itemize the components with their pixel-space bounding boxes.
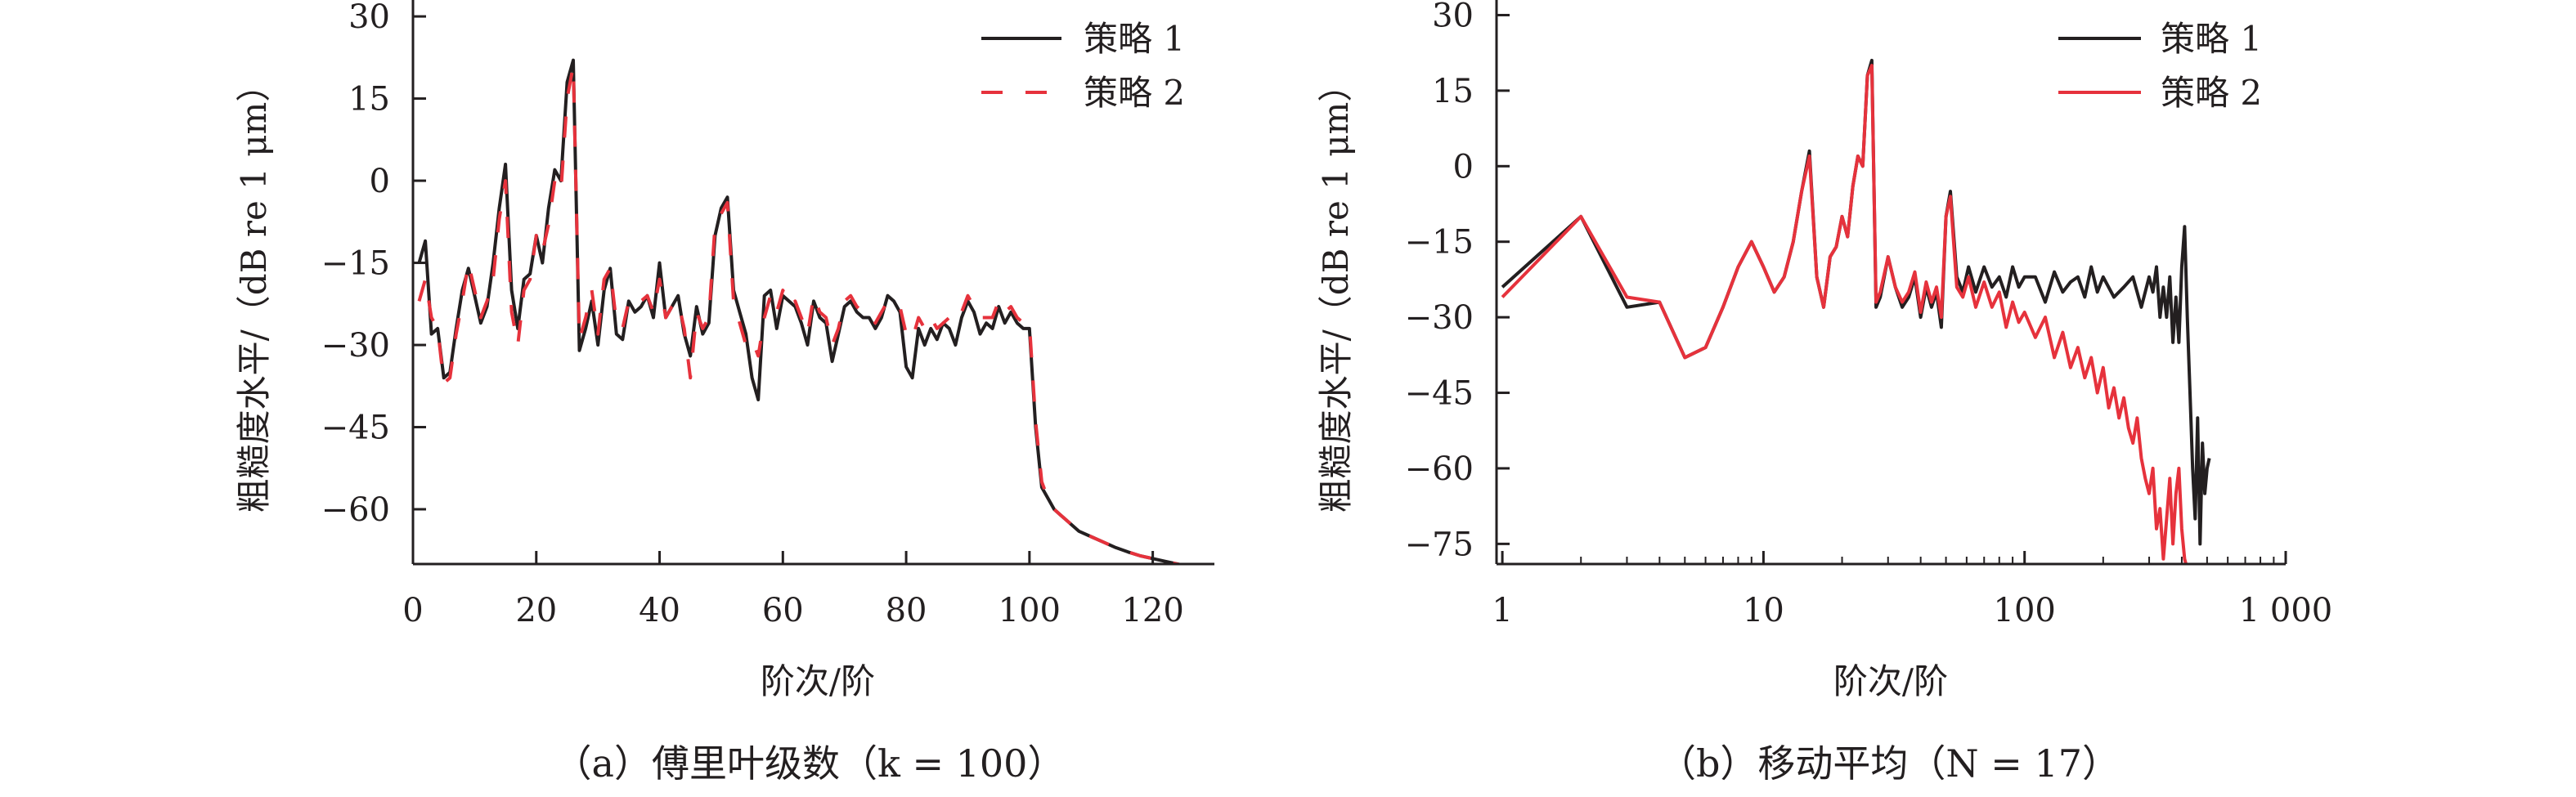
panel-b-series (1501, 58, 2211, 564)
panel-a-ytick-label: −45 (321, 410, 390, 447)
panel-a-ytick-label: 15 (348, 81, 390, 119)
panel-a-xtick-label: 120 (1121, 592, 1183, 629)
panel-a-xtick-label: 60 (762, 592, 804, 629)
panel-b-ytick-label: −15 (1405, 224, 1474, 262)
panel-b: 30 15 0 −15 −30 −45 −60 −75 1 10 100 1 000 粗糙度水平/（d… (1316, 0, 2332, 786)
panel-b-x-axis-label: 阶次/阶 (1833, 661, 1948, 701)
panel-b-legend-label-s2: 策略 2 (2161, 73, 2262, 113)
panel-a-ytick-label: −15 (321, 245, 390, 283)
panel-a-legend: 策略 1 策略 2 (981, 19, 1185, 113)
panel-b-ytick-label: 30 (1432, 0, 1474, 34)
panel-b-caption: （b）移动平均（N = 17） (1658, 741, 2120, 786)
panel-b-ytick-label: 15 (1432, 73, 1474, 110)
panel-b-series-line-s2 (1501, 64, 2188, 564)
panel-a-ytick-label: −30 (321, 327, 390, 365)
panel-b-xtick-label: 10 (1743, 592, 1784, 629)
panel-b-series-line-s1 (1501, 58, 2211, 546)
panel-a: 30 15 0 −15 −30 −45 −60 0 20 40 60 80 100 120 粗糙度水平/（… (234, 0, 1214, 786)
panel-a-legend-label-s2: 策略 2 (1084, 73, 1185, 113)
panel-a-series-line-s2 (417, 64, 1186, 564)
panel-a-ytick-label: 30 (348, 0, 390, 36)
panel-a-xtick-label: 0 (402, 592, 423, 629)
panel-b-ticks: 30 15 0 −15 −30 −45 −60 −75 1 10 100 1 000 (1405, 0, 2333, 629)
panel-b-ytick-label: −45 (1405, 375, 1474, 413)
panel-b-ytick-label: 0 (1453, 148, 1474, 186)
panel-b-ytick-label: −75 (1405, 526, 1474, 563)
panel-b-y-axis-label: 粗糙度水平/（dB re 1 μm） (1316, 68, 1356, 513)
panel-a-xtick-label: 20 (515, 592, 557, 629)
panel-a-ytick-label: 0 (370, 163, 390, 200)
panel-b-xtick-label: 1 000 (2239, 592, 2333, 629)
panel-a-legend-label-s1: 策略 1 (1084, 19, 1185, 59)
panel-a-ticks: 30 15 0 −15 −30 −45 −60 0 20 40 60 80 100 120 (321, 0, 1184, 629)
panel-a-xtick-label: 40 (639, 592, 680, 629)
panel-b-xtick-label: 1 (1492, 592, 1512, 629)
panel-a-xtick-label: 80 (886, 592, 927, 629)
panel-a-caption: （a）傅里叶级数（k = 100） (554, 741, 1066, 786)
panel-a-x-axis-label: 阶次/阶 (761, 661, 875, 701)
panel-b-legend-label-s1: 策略 1 (2161, 19, 2262, 59)
panel-a-ytick-label: −60 (321, 491, 390, 529)
panel-b-ytick-label: −30 (1405, 299, 1474, 337)
panel-a-xtick-label: 100 (999, 592, 1061, 629)
panel-b-legend: 策略 1 策略 2 (2058, 19, 2262, 113)
panel-b-xtick-label: 100 (1994, 592, 2056, 629)
panel-a-series (417, 58, 1186, 564)
panel-a-series-line-s1 (417, 58, 1186, 564)
panel-a-y-axis-label: 粗糙度水平/（dB re 1 μm） (234, 68, 274, 513)
panel-b-ytick-label: −60 (1405, 450, 1474, 488)
